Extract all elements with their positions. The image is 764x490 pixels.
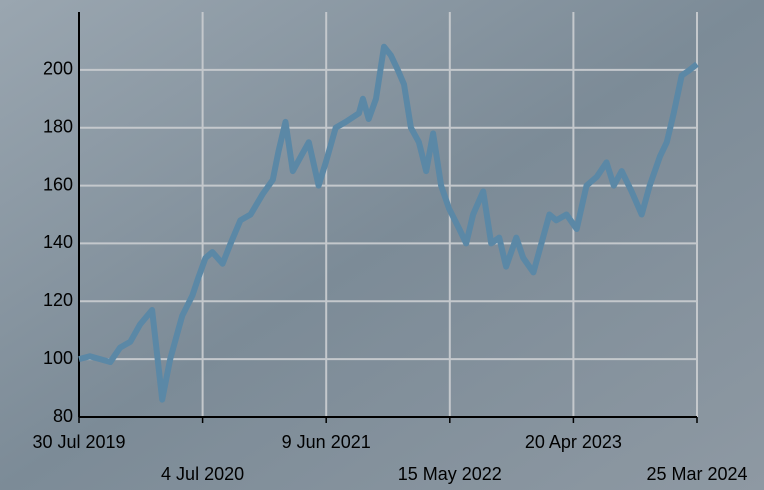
x-tick-label: 9 Jun 2021: [282, 432, 371, 452]
y-tick-label: 160: [43, 174, 73, 194]
y-tick-label: 120: [43, 290, 73, 310]
x-tick-label: 30 Jul 2019: [32, 432, 125, 452]
y-tick-label: 200: [43, 59, 73, 79]
y-tick-label: 100: [43, 348, 73, 368]
x-tick-label: 4 Jul 2020: [161, 464, 244, 484]
series-line: [78, 43, 699, 403]
x-tick-label: 15 May 2022: [398, 464, 502, 484]
y-tick-label: 80: [53, 406, 73, 426]
y-tick-label: 180: [43, 116, 73, 136]
y-tick-label: 140: [43, 232, 73, 252]
x-tick-label: 20 Apr 2023: [525, 432, 622, 452]
x-tick-label: 25 Mar 2024: [646, 464, 747, 484]
